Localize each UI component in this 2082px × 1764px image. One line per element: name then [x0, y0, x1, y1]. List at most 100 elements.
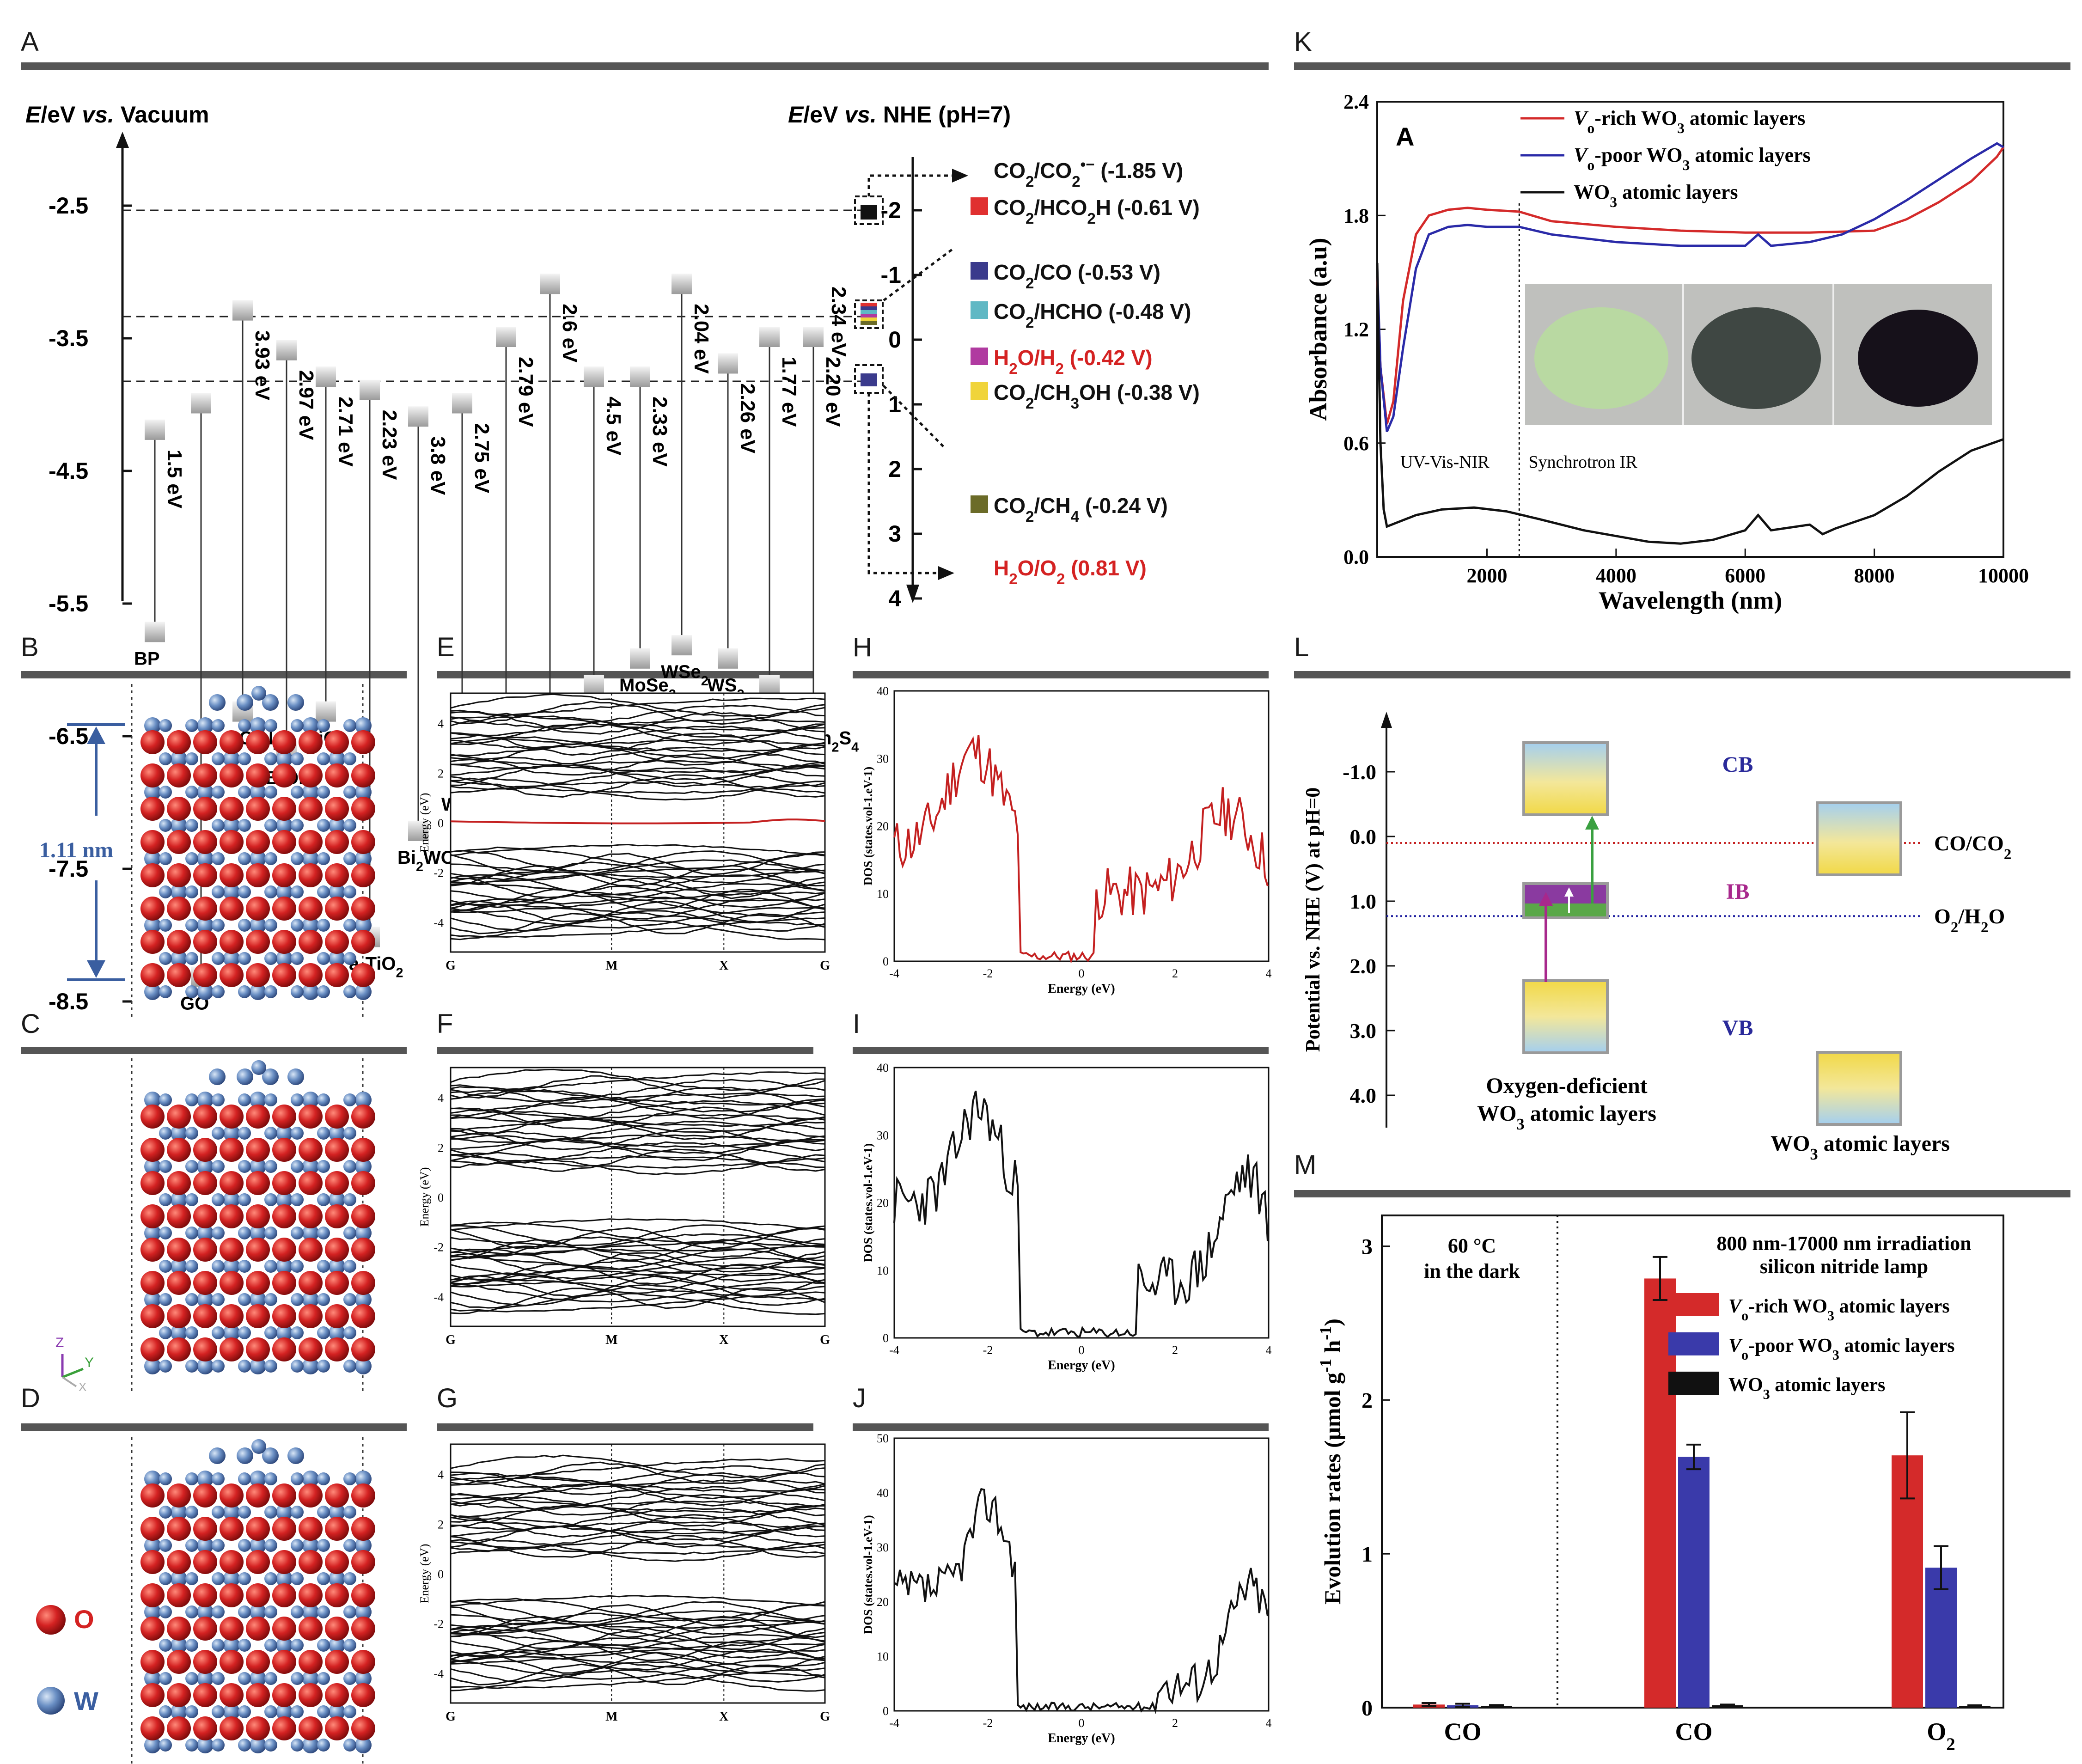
- oxygen-atom: [193, 763, 217, 787]
- oxygen-atom: [167, 1550, 191, 1574]
- dos-tick-label: 40: [877, 684, 889, 698]
- conduction-band-line: [450, 732, 825, 752]
- tungsten-atom: [159, 1326, 172, 1339]
- right-tick-label: 0: [888, 327, 901, 353]
- oxygen-atom: [220, 1337, 244, 1361]
- conduction-band-line: [450, 753, 825, 777]
- oxygen-atom: [272, 1550, 296, 1574]
- panel-separator: [21, 671, 407, 678]
- valence-band-line: [450, 1281, 825, 1303]
- tungsten-atom: [171, 751, 187, 767]
- crystal-structures: 1.11 nm Z YX O W: [36, 684, 375, 1764]
- oxygen-atom: [325, 1716, 349, 1740]
- tungsten-atom: [159, 1605, 172, 1618]
- tungsten-atom: [212, 1127, 225, 1140]
- oxygen-atom: [299, 1550, 323, 1574]
- oxygen-atom: [246, 1105, 270, 1129]
- wo3-valence-band-box: [1819, 1054, 1899, 1123]
- conduction-band-line: [450, 701, 825, 725]
- tungsten-atom: [302, 1358, 319, 1374]
- valence-band-line: [450, 1618, 825, 1637]
- conduction-band-line: [450, 1493, 825, 1514]
- oxygen-atom: [325, 763, 349, 787]
- energy-tick-label: 2: [1172, 1343, 1178, 1357]
- oxygen-atom: [299, 1583, 323, 1607]
- conduction-band-line: [450, 1541, 825, 1555]
- oxygen-atom: [272, 1617, 296, 1641]
- y-axis-label: Evolution rates (μmol g-1 h-1): [1316, 1318, 1345, 1605]
- tungsten-atom: [238, 1293, 251, 1306]
- oxygen-atom: [325, 1304, 349, 1328]
- oxygen-atom: [220, 1238, 244, 1262]
- oxygen-atom: [220, 1550, 244, 1574]
- valence-band-line: [450, 1278, 825, 1300]
- oxygen-atom: [299, 1650, 323, 1674]
- plot-frame: [450, 1443, 826, 1704]
- tungsten-atom: [185, 1672, 198, 1685]
- oxygen-atom: [140, 830, 165, 854]
- region-label: UV-Vis-NIR: [1400, 452, 1490, 472]
- tungsten-atom: [212, 1539, 225, 1552]
- tungsten-atom: [144, 1670, 161, 1687]
- oxygen-atom: [351, 1138, 375, 1162]
- tungsten-atom: [212, 1472, 225, 1485]
- oxygen-atom: [246, 1483, 270, 1508]
- tungsten-atom: [317, 1472, 330, 1485]
- tungsten-atom: [223, 817, 240, 834]
- tungsten-atom: [264, 1360, 277, 1373]
- oxygen-atom: [220, 1105, 244, 1129]
- oxygen-atom: [167, 1583, 191, 1607]
- conduction-band-line: [450, 739, 825, 757]
- oxygen-atom: [167, 1337, 191, 1361]
- valence-band-line: [450, 917, 825, 938]
- dos-axis-label: DOS (states.vol-1.eV-1): [861, 767, 875, 885]
- dos-tick-label: 40: [877, 1061, 889, 1074]
- oxygen-atom: [246, 1204, 270, 1228]
- tungsten-atom: [144, 1158, 161, 1175]
- oxygen-atom: [220, 1304, 244, 1328]
- tungsten-atom: [223, 884, 240, 900]
- oxygen-atom: [193, 1171, 217, 1195]
- tungsten-atom: [209, 694, 226, 711]
- left-axis-title: E/eV vs. Vacuum: [25, 102, 209, 128]
- oxygen-atom: [246, 1517, 270, 1541]
- tungsten-atom: [223, 1637, 240, 1654]
- tungsten-atom: [212, 1260, 225, 1273]
- panel-separator: [853, 1423, 1269, 1431]
- tungsten-atom: [185, 1472, 198, 1485]
- tungsten-atom: [251, 1060, 266, 1075]
- oxygen-atom: [299, 930, 323, 954]
- tungsten-atom: [343, 819, 356, 832]
- tungsten-atom: [212, 786, 225, 799]
- tungsten-atom: [343, 719, 356, 732]
- band-structure-plot: 4 2 0 -2 -4 Energy (eV) G M X G: [418, 1443, 830, 1724]
- tungsten-atom: [264, 1093, 277, 1106]
- tungsten-atom: [343, 1093, 356, 1106]
- conduction-band-level: [191, 393, 211, 414]
- tungsten-atom: [197, 850, 214, 867]
- tungsten-atom: [159, 1639, 172, 1652]
- potential-marker-box: [854, 195, 884, 225]
- oxygen-atom: [351, 1483, 375, 1508]
- tungsten-atom: [291, 1739, 304, 1752]
- oxygen-atom: [272, 897, 296, 921]
- connector-line: [867, 174, 952, 196]
- valence-band-line: [450, 897, 825, 920]
- oxygen-atom: [193, 930, 217, 954]
- tungsten-atom: [302, 1092, 319, 1108]
- tungsten-atom: [343, 1472, 356, 1485]
- kpoint-label: G: [820, 1333, 830, 1347]
- tungsten-atom: [159, 786, 172, 799]
- conduction-band-line: [450, 1134, 825, 1150]
- oxygen-atom: [140, 897, 165, 921]
- tungsten-atom: [212, 752, 225, 765]
- valence-band-line: [450, 907, 825, 929]
- redox-color-swatch: [971, 197, 988, 215]
- oxygen-atom: [325, 730, 349, 754]
- tungsten-atom: [250, 1291, 266, 1308]
- tungsten-atom: [238, 1093, 251, 1106]
- oxygen-atom: [246, 730, 270, 754]
- valence-band-line: [450, 1245, 825, 1267]
- tungsten-atom: [144, 850, 161, 867]
- tungsten-atom: [212, 1572, 225, 1585]
